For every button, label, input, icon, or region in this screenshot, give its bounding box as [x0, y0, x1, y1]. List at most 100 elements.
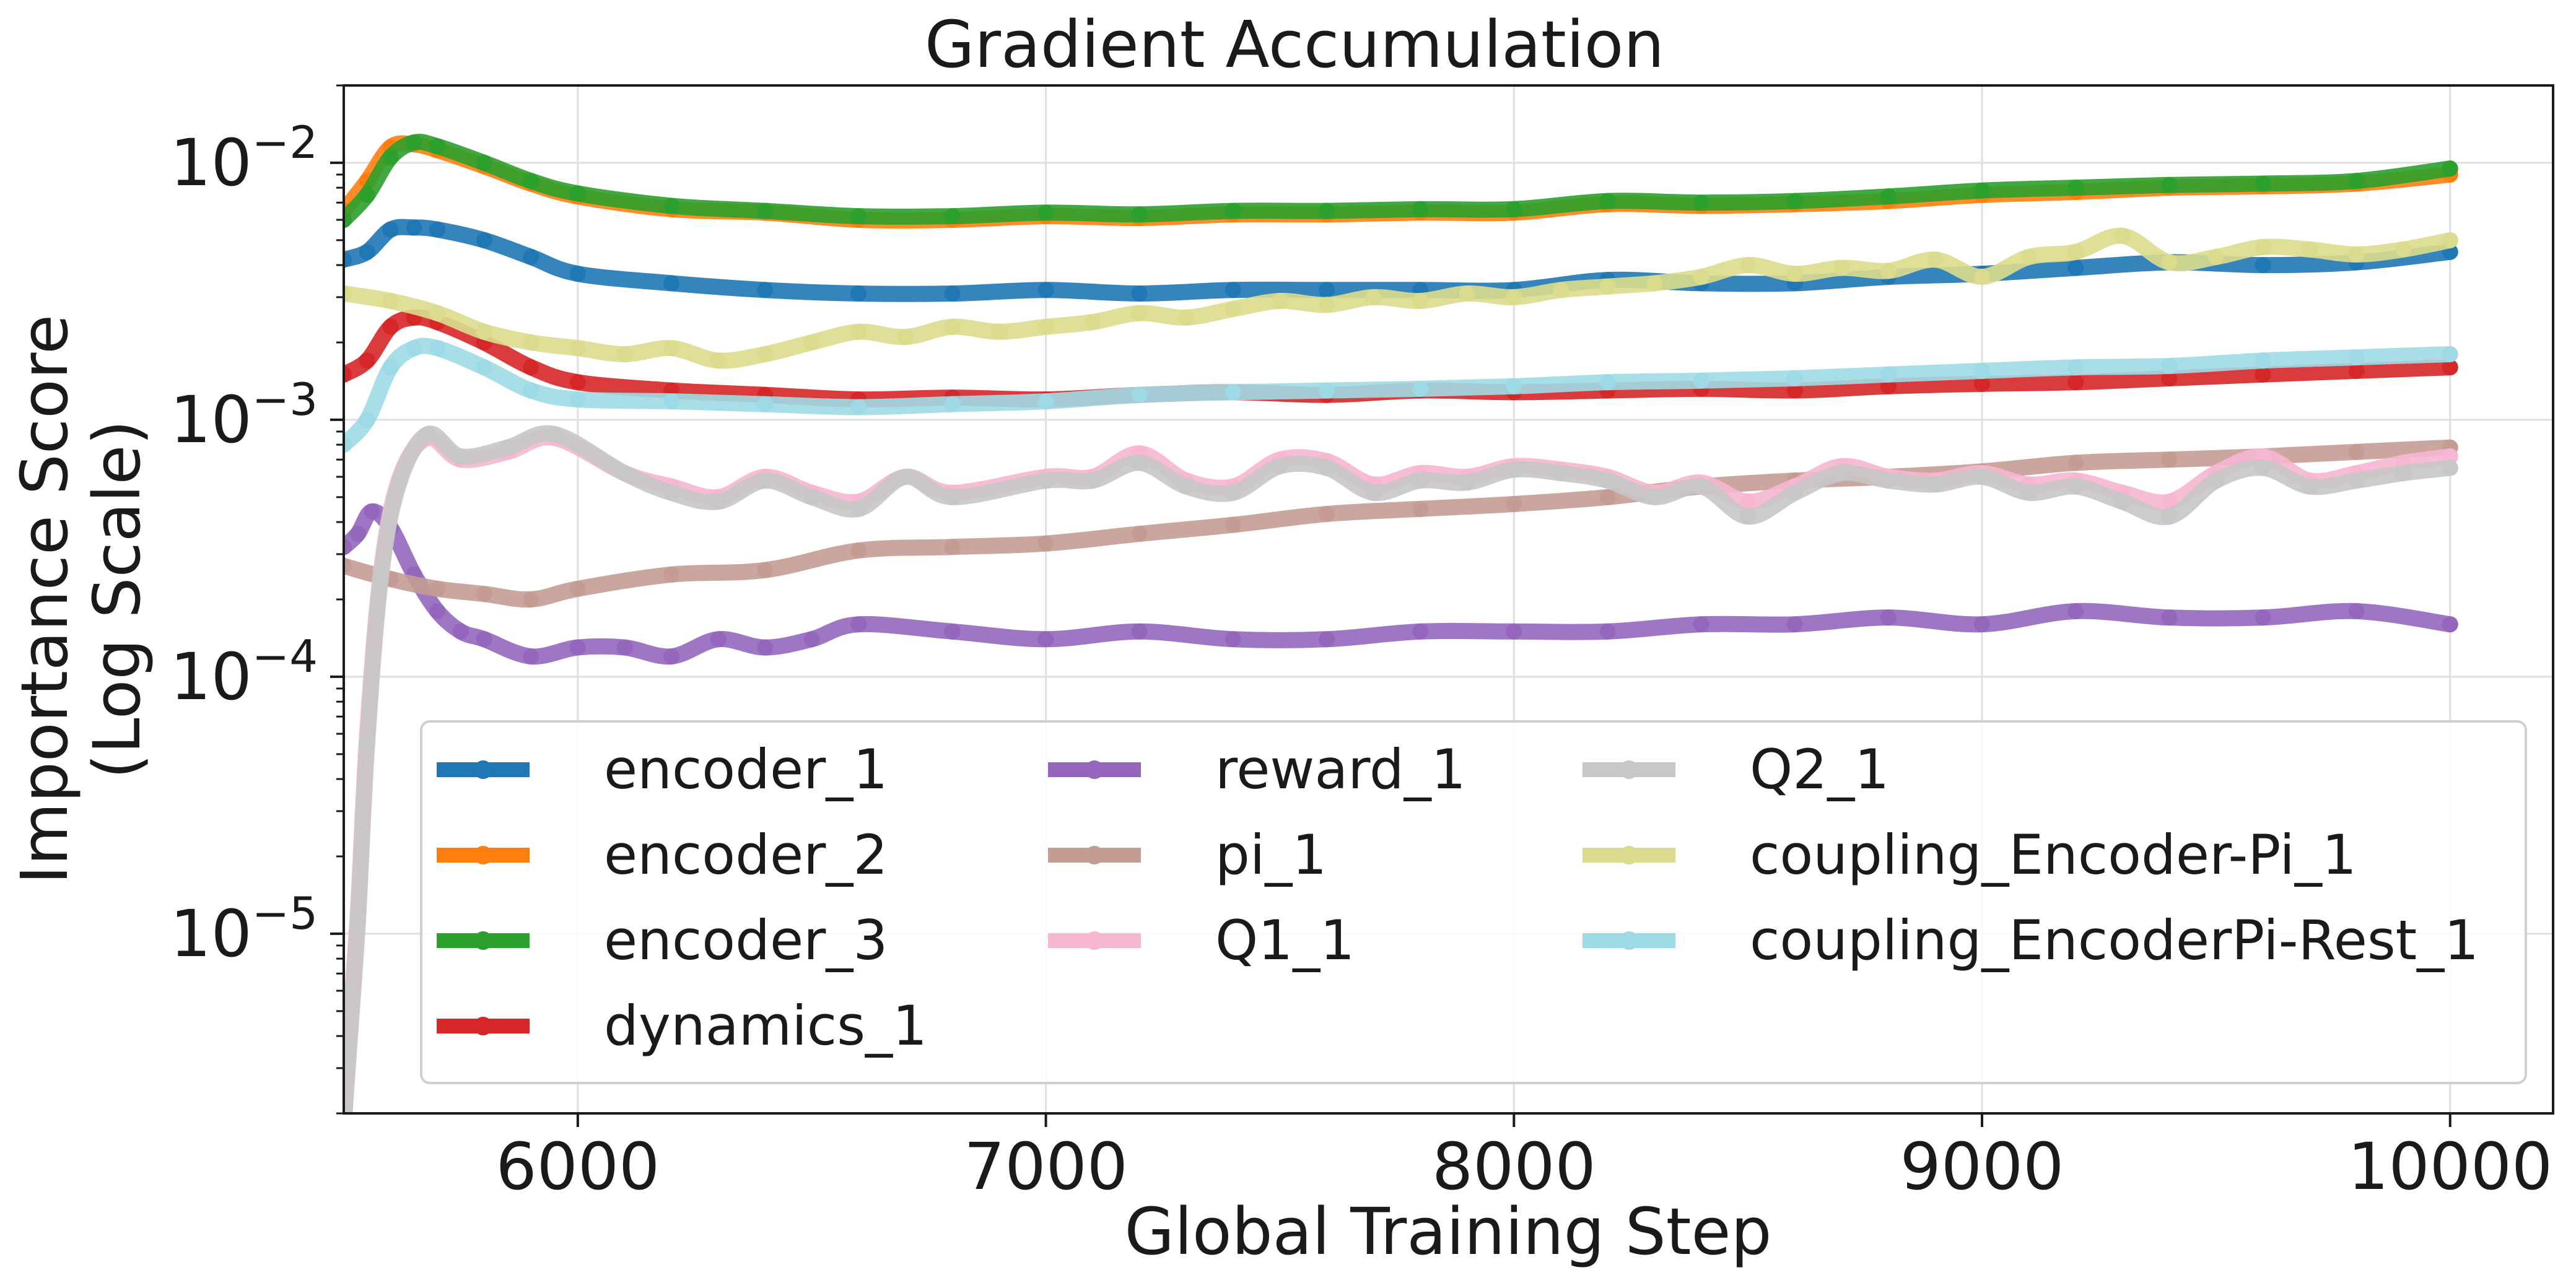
series-point [757, 346, 774, 362]
x-tick-label: 10000 [2347, 1129, 2552, 1204]
series-point [2348, 443, 2365, 460]
series-point [429, 580, 446, 597]
legend-item-encoder_1: encoder_1 [437, 738, 888, 801]
series-point [1927, 476, 1944, 493]
series-point [663, 275, 680, 292]
series-point [359, 411, 375, 428]
series-point [1786, 616, 1803, 633]
series-point [2442, 459, 2458, 476]
series-point [1459, 474, 1475, 491]
series-point [2020, 249, 2037, 266]
series-point [569, 391, 586, 408]
series-point [944, 396, 961, 412]
series-point [1131, 623, 1148, 640]
series-point [757, 639, 774, 656]
series-point [569, 340, 586, 357]
series-point [1131, 285, 1148, 302]
legend-item-coupling_EncoderPi-Rest_1: coupling_EncoderPi-Rest_1 [1583, 908, 2479, 972]
series-point [344, 437, 352, 453]
series-point [1506, 289, 1522, 305]
series-point [1319, 282, 1335, 298]
legend-swatch-marker [1085, 931, 1104, 950]
legend-swatch-marker [474, 1017, 492, 1035]
series-point [1412, 293, 1429, 310]
series-point [476, 586, 492, 603]
series-point [1131, 206, 1148, 223]
series-point [1037, 472, 1054, 489]
series-point [1131, 455, 1148, 471]
series-point [1833, 259, 1850, 276]
series-point [1693, 194, 1709, 211]
series-point [944, 208, 961, 225]
series-point [1833, 465, 1850, 482]
series-point [2255, 609, 2271, 626]
series-point [803, 489, 820, 505]
series-point [1880, 472, 1897, 489]
series-point [1974, 362, 1991, 379]
series-point [569, 266, 586, 282]
legend-label: coupling_Encoder-Pi_1 [1750, 823, 2357, 887]
series-point [1037, 393, 1054, 410]
legend-label: dynamics_1 [604, 994, 927, 1058]
ticks: 6000 7000 8000 9000 10000 10−2 10−3 10−4 10−5 [170, 84, 2552, 1204]
series-point [1131, 386, 1148, 403]
series-point [523, 359, 539, 376]
series-point [2114, 494, 2131, 510]
series-point [1085, 314, 1101, 331]
legend-label: Q2_1 [1750, 738, 1889, 801]
series-point [1599, 472, 1616, 489]
series-point [523, 334, 539, 350]
x-tick-label: 8000 [1432, 1129, 1596, 1204]
series-point [1037, 282, 1054, 298]
series-point [476, 323, 492, 340]
series-point [663, 566, 680, 583]
series-point [2161, 370, 2178, 386]
series-point [2442, 232, 2458, 248]
series-point [850, 285, 867, 302]
series-point [359, 243, 375, 260]
series-point [382, 221, 399, 238]
series-point [1459, 285, 1475, 302]
series-point [476, 154, 492, 171]
legend-swatch-marker [1620, 846, 1638, 864]
series-point [2395, 241, 2412, 258]
legend-swatch-marker [1620, 760, 1638, 779]
series-point [429, 138, 446, 155]
series-point [944, 285, 961, 302]
legend-swatch-marker [474, 931, 492, 950]
series-point [2442, 160, 2458, 177]
series-point [1693, 269, 1709, 285]
series-point [359, 352, 375, 369]
series-point [757, 396, 774, 412]
series-point [452, 448, 469, 465]
series-point [2207, 249, 2224, 266]
series-point [2255, 239, 2271, 256]
series-point [991, 323, 1008, 340]
series-point [406, 219, 422, 236]
series-point [2067, 478, 2084, 495]
series-point [1786, 266, 1803, 282]
series-layer [344, 134, 2458, 1113]
series-point [803, 631, 820, 648]
series-point [1225, 202, 1241, 219]
series-point [850, 399, 867, 416]
legend-label: reward_1 [1215, 738, 1466, 801]
series-point [406, 340, 422, 357]
legend: encoder_1 encoder_2 encoder_3 dynamics_1 rew… [420, 720, 2527, 1084]
series-point [2348, 362, 2365, 379]
x-tick-label: 7000 [964, 1129, 1128, 1204]
series-point [663, 484, 680, 501]
series-point [663, 393, 680, 410]
series-point [406, 134, 422, 151]
series-point [2114, 227, 2131, 244]
series-point [616, 346, 633, 362]
series-point [499, 439, 516, 456]
series-point [944, 623, 961, 640]
series-line [344, 227, 2458, 369]
series-point [1740, 257, 1757, 274]
series-point [344, 1049, 357, 1066]
series-point [364, 503, 380, 520]
series-point [944, 489, 961, 505]
series-point [850, 616, 867, 633]
